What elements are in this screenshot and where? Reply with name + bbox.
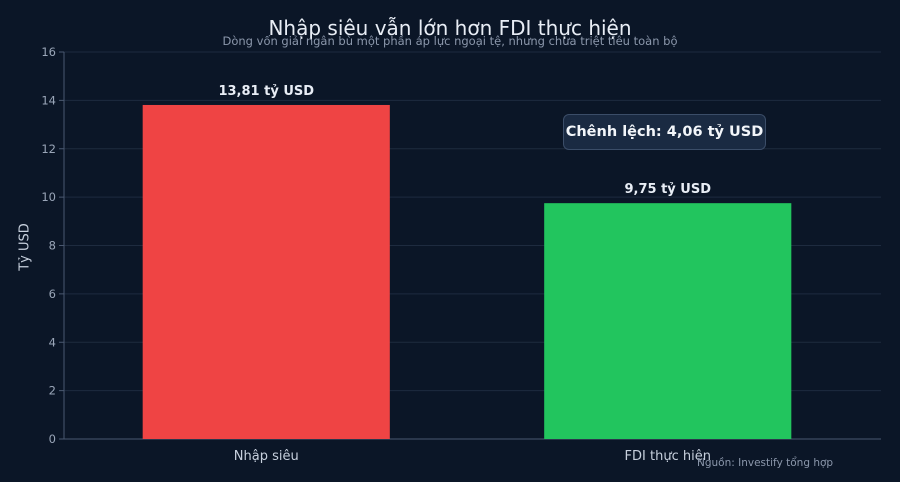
bars	[142, 104, 792, 439]
y-tick-label: 16	[41, 45, 56, 59]
x-tick-label: FDI thực hiện	[625, 449, 711, 464]
chart-subtitle: Dòng vốn giải ngân bù một phần áp lực ng…	[222, 34, 678, 48]
y-tick-label: 0	[49, 432, 56, 446]
bar-1	[142, 104, 390, 439]
y-tick-label: 14	[41, 93, 56, 107]
y-tick-label: 2	[49, 384, 56, 398]
chart-title: Nhập siêu vẫn lớn hơn FDI thực hiện	[268, 16, 632, 40]
bar-2	[544, 203, 792, 439]
y-tick-label: 4	[49, 335, 56, 349]
difference-callout: Chênh lệch: 4,06 tỷ USD	[563, 114, 766, 150]
y-axis-label: Tỷ USD	[17, 223, 33, 271]
y-tick-label: 6	[49, 287, 56, 301]
y-axis-ticks: 0 2 4 6 8 10 12 14 16	[41, 45, 64, 446]
y-tick-label: 8	[49, 239, 56, 253]
bar-value-label: 13,81 tỷ USD	[218, 84, 314, 99]
data-labels: 13,81 tỷ USD 9,75 tỷ USD	[218, 84, 711, 197]
bar-value-label: 9,75 tỷ USD	[624, 182, 711, 197]
y-tick-label: 10	[41, 190, 56, 204]
source-note: Nguồn: Investify tổng hợp	[697, 457, 834, 469]
x-axis-ticks: Nhập siêu FDI thực hiện	[234, 449, 711, 464]
y-tick-label: 12	[41, 142, 56, 156]
x-tick-label: Nhập siêu	[234, 449, 299, 464]
